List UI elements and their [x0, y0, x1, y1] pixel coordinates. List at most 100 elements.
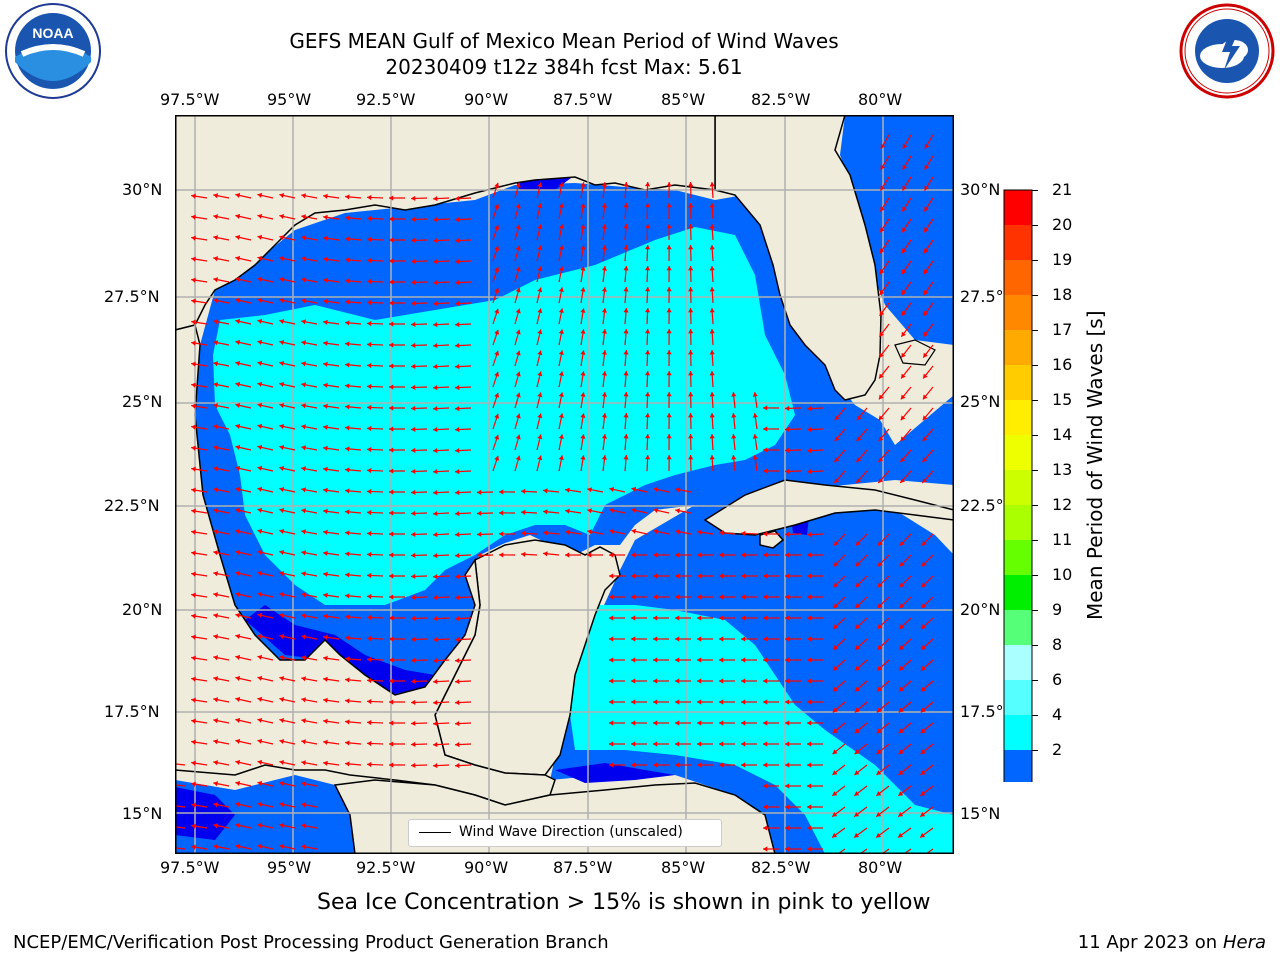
wind-arrow-head [389, 615, 394, 621]
wind-arrow-head [235, 507, 241, 513]
wind-arrow-head [499, 510, 504, 516]
wind-arrow-head [697, 636, 702, 642]
wind-arrow-head [433, 553, 438, 559]
florida-land [714, 115, 882, 401]
wind-arrow-head [537, 329, 543, 335]
wind-arrow-head [785, 531, 790, 537]
wind-arrow-head [301, 844, 306, 850]
wind-arrow-head [921, 645, 927, 650]
wind-arrow-head [301, 571, 306, 577]
wind-arrow-head [752, 392, 758, 397]
wind-arrow-head [279, 654, 285, 661]
wind-arrow-head [323, 277, 328, 283]
atlantic-ocean [840, 115, 954, 345]
wind-arrow-head [191, 781, 196, 787]
wind-arrow-head [191, 319, 196, 325]
wind-arrow-head [666, 371, 672, 376]
wind-arrow-head [235, 486, 241, 492]
wind-arrow-head [688, 350, 694, 355]
colorbar-tick-label: 15 [1052, 390, 1073, 409]
wind-arrow-head [494, 392, 500, 398]
wind-arrow-head [763, 678, 768, 684]
wind-arrow-head [389, 384, 394, 390]
wind-arrow-head [898, 749, 904, 755]
wind-arrow-head [411, 342, 416, 348]
wind-arrow-head [719, 699, 724, 705]
wind-arrow-head [763, 699, 768, 705]
wind-arrow-head [301, 235, 306, 241]
wind-arrow-head [433, 742, 438, 748]
wind-arrow-head [644, 329, 651, 334]
wind-arrow-head [191, 634, 196, 640]
footer-right: 11 Apr 2023 on Hera [1078, 932, 1266, 953]
footer-left: NCEP/EMC/Verification Post Processing Pr… [13, 932, 609, 953]
wind-arrow-head [731, 434, 737, 439]
wind-arrow-head [880, 206, 885, 212]
wind-arrow-head [455, 195, 460, 202]
wind-arrow-head [235, 213, 241, 219]
wind-arrow-head [411, 594, 416, 600]
wind-arrow-head [235, 255, 241, 261]
wind-arrow-head [922, 415, 928, 421]
wind-arrow-head [920, 811, 926, 817]
wind-arrow-head [515, 224, 521, 230]
wind-arrow-head [301, 424, 306, 430]
wind-arrow-head [623, 329, 629, 334]
wind-arrow-head [521, 488, 526, 494]
wind-arrow-head [675, 699, 680, 705]
colorbar-tick-mark [1032, 540, 1038, 541]
wind-arrow-head [323, 340, 328, 346]
wind-arrow-head [537, 203, 543, 209]
wind-arrow-head [455, 531, 460, 538]
wind-arrow-head [565, 529, 570, 535]
wind-arrow-head [323, 487, 328, 493]
wind-arrow-head [411, 510, 416, 516]
chart-subtitle: 20230409 t12z 384h fcst Max: 5.61 [385, 55, 743, 79]
wind-arrow-head [832, 686, 838, 692]
wind-arrow-head [580, 308, 586, 313]
wind-arrow-head [367, 362, 372, 369]
wind-arrow-head [709, 308, 715, 313]
wind-arrow-head [301, 676, 306, 682]
wind-arrow-head [257, 801, 263, 807]
wind-arrow-head [235, 549, 241, 555]
wind-arrow-head [301, 361, 306, 367]
wind-arrow-head [494, 350, 500, 356]
wind-arrow-head [499, 489, 504, 495]
wind-arrow-head [855, 582, 861, 588]
wind-arrow-head [877, 645, 883, 650]
wind-arrow-head [477, 531, 482, 537]
wind-arrow-head [697, 552, 702, 558]
map-legend: Wind Wave Direction (unscaled) [408, 819, 722, 847]
wind-arrow-head [433, 532, 438, 538]
wind-arrow-head [653, 762, 658, 768]
footer-date: 11 Apr 2023 on [1077, 932, 1223, 953]
wind-arrow-head [411, 552, 416, 558]
wind-arrow-head [675, 529, 680, 535]
wind-arrow-head [433, 217, 438, 223]
wind-arrow-head [719, 678, 724, 684]
colorbar-tick-label: 8 [1052, 635, 1063, 654]
wind-arrow-head [191, 214, 196, 220]
wind-arrow-head [558, 329, 564, 335]
wind-arrow-head [235, 528, 241, 534]
wind-arrow-head [213, 235, 219, 241]
wind-arrow-head [763, 447, 768, 453]
wind-arrow-head [666, 266, 672, 271]
wind-arrow-head [279, 570, 285, 577]
wind-arrow-head [537, 392, 543, 398]
wind-arrow-head [752, 413, 758, 418]
wind-arrow-head [257, 612, 263, 618]
wind-arrow-head [785, 741, 790, 747]
wind-arrow-head [719, 741, 724, 747]
wind-arrow-head [455, 468, 460, 475]
lat-label: 15°N [960, 804, 1001, 823]
wind-arrow-head [345, 320, 350, 326]
colorbar-tick-mark [1032, 470, 1038, 471]
wind-arrow-head [785, 636, 790, 642]
wind-arrow-head [878, 436, 884, 442]
wind-arrow-head [558, 203, 564, 209]
wind-arrow-head [879, 373, 884, 379]
wind-arrow-head [899, 561, 905, 567]
wind-arrow-head [345, 614, 350, 620]
